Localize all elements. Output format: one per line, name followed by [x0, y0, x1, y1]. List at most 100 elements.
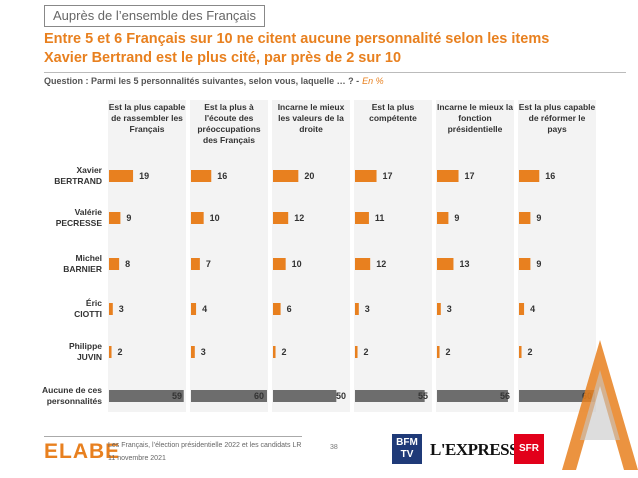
row-label-line: BARNIER: [63, 264, 102, 274]
bar-value-label: 17: [465, 171, 475, 181]
bar-value-label: 4: [530, 304, 535, 314]
bar: [273, 212, 289, 224]
bar: [355, 303, 359, 315]
row-label-line: PECRESSE: [55, 218, 102, 228]
bar: [437, 212, 449, 224]
bar: [191, 170, 212, 182]
bar-value-label: 3: [201, 347, 206, 357]
row-label-line: personnalités: [46, 396, 102, 406]
bar: [519, 258, 531, 270]
bar-value-label: 11: [375, 213, 385, 223]
column-header: Est la plus compétente: [369, 102, 417, 123]
bar-value-label: 16: [217, 171, 227, 181]
bar-value-label: 12: [294, 213, 304, 223]
row-label-line: Philippe: [68, 341, 102, 351]
bar-value-label: 10: [210, 213, 220, 223]
bar: [437, 390, 508, 402]
bar-value-label: 8: [125, 259, 130, 269]
bar-value-label: 6: [287, 304, 292, 314]
row-label: Valérie PECRESSE: [12, 207, 102, 229]
bar: [355, 212, 369, 224]
bar-value-label: 55: [418, 391, 428, 401]
bar-value-label: 59: [172, 391, 182, 401]
footer-divider: [44, 436, 302, 437]
column-background: [108, 100, 186, 412]
column-background: [436, 100, 514, 412]
bar-value-label: 2: [364, 347, 369, 357]
question-label: Question : Parmi les 5 personnalités sui…: [44, 76, 360, 86]
bar: [519, 303, 525, 315]
bar: [109, 390, 184, 402]
bar: [355, 390, 425, 402]
column-header: Est la plus capable de réformer le pays: [518, 102, 596, 134]
bar: [273, 258, 286, 270]
bar-value-label: 10: [292, 259, 302, 269]
row-label-line: Valérie: [74, 207, 102, 217]
bar: [191, 390, 267, 402]
bar-value-label: 56: [500, 391, 510, 401]
bar: [355, 346, 358, 358]
bar: [191, 346, 195, 358]
bar-value-label: 12: [376, 259, 386, 269]
bar: [273, 390, 337, 402]
column-background: [272, 100, 350, 412]
row-label: Éric CIOTTI: [12, 298, 102, 320]
column-background: [518, 100, 596, 412]
scope-tag: Auprès de l’ensemble des Français: [44, 5, 266, 27]
row-label: Michel BARNIER: [12, 253, 102, 275]
bar: [355, 258, 371, 270]
bar-value-label: 13: [459, 259, 469, 269]
question-text: Question : Parmi les 5 personnalités sui…: [44, 76, 384, 86]
row-label-line: Aucune de ces: [42, 385, 102, 395]
bar: [519, 346, 522, 358]
bar: [437, 258, 454, 270]
bar-value-label: 9: [454, 213, 459, 223]
bar-value-label: 2: [282, 347, 287, 357]
column-background: [354, 100, 432, 412]
bar-value-label: 3: [119, 304, 124, 314]
bar-value-label: 3: [447, 304, 452, 314]
bar: [519, 212, 531, 224]
header-divider: [44, 72, 626, 73]
bar: [437, 170, 459, 182]
source-line2: 11 novembre 2021: [108, 455, 166, 462]
bar: [437, 303, 441, 315]
row-label-line: Éric: [85, 298, 102, 308]
row-label: Xavier BERTRAND: [12, 165, 102, 187]
bar: [519, 390, 595, 402]
row-label: Philippe JUVIN: [12, 341, 102, 363]
bar-value-label: 17: [383, 171, 393, 181]
elabe-logo: ELABE: [44, 440, 121, 463]
bfmtv-logo: BFM TV: [392, 434, 422, 464]
row-label-line: Xavier: [76, 165, 102, 175]
bar-value-label: 2: [446, 347, 451, 357]
bar: [273, 303, 281, 315]
bar: [437, 346, 440, 358]
column-header: Incarne le mieux les valeurs de la droit…: [277, 102, 345, 134]
bar: [109, 346, 112, 358]
bar-value-label: 7: [206, 259, 211, 269]
row-label-line: CIOTTI: [74, 309, 102, 319]
bar: [273, 346, 276, 358]
bar-value-label: 20: [304, 171, 314, 181]
bar: [191, 303, 197, 315]
sfr-logo: SFR: [514, 434, 544, 464]
bar-value-label: 60: [254, 391, 264, 401]
column-header: Est la plus capable de rassembler les Fr…: [108, 102, 186, 134]
bar: [355, 170, 377, 182]
column-background: [190, 100, 268, 412]
row-label-line: BERTRAND: [54, 176, 102, 186]
page-title-line1: Entre 5 et 6 Français sur 10 ne citent a…: [44, 31, 550, 47]
source-line1: Les Français, l’élection présidentielle …: [108, 442, 302, 449]
column-header: Incarne le mieux la fonction présidentie…: [436, 102, 514, 134]
bar-value-label: 50: [336, 391, 346, 401]
page-number: 38: [330, 444, 338, 451]
unit-label: En %: [362, 76, 384, 86]
bar-value-label: 2: [118, 347, 123, 357]
row-label-line: Michel: [75, 253, 102, 263]
decorative-triangle-icon: [562, 340, 638, 470]
bar: [191, 212, 204, 224]
bar-value-label: 9: [126, 213, 131, 223]
bar-value-label: 4: [202, 304, 207, 314]
